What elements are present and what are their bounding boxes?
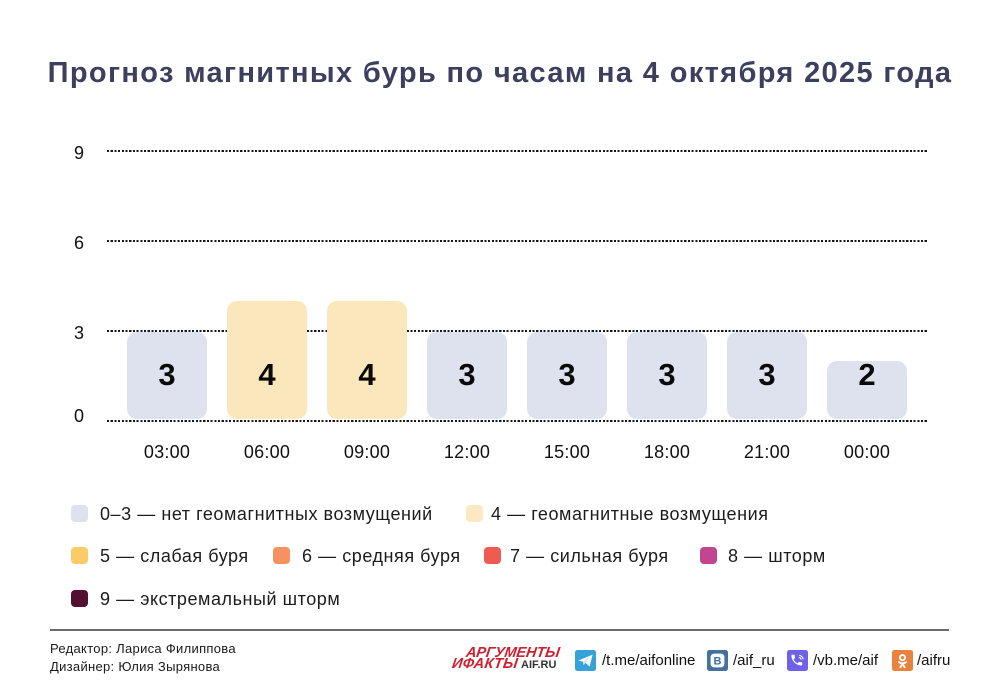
svg-text:В: В bbox=[713, 655, 721, 667]
